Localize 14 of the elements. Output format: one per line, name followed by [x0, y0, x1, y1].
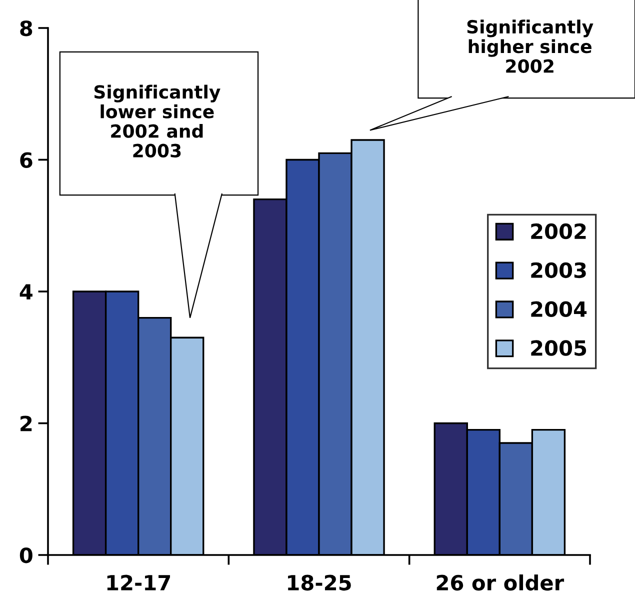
legend-label: 2002: [531, 223, 586, 240]
y-tick-label: 2: [20, 416, 32, 432]
annotation: Significantly higher since 2002: [467, 20, 594, 73]
y-tick-label: 0: [20, 547, 32, 564]
y-tick-label: 4: [20, 284, 32, 300]
y-tick-label: 8: [20, 20, 32, 36]
x-tick-label: 18-25: [288, 574, 351, 591]
legend-label: 2003: [531, 262, 586, 278]
legend-label: 2005: [531, 340, 586, 356]
x-tick-label: 12-17: [107, 574, 170, 590]
annotation: Significantly lower since 2002 and 2003: [94, 84, 220, 158]
x-tick-label: 26 or older: [436, 574, 564, 591]
legend-label: 2004: [531, 301, 587, 317]
y-tick-label: 6: [20, 152, 32, 168]
